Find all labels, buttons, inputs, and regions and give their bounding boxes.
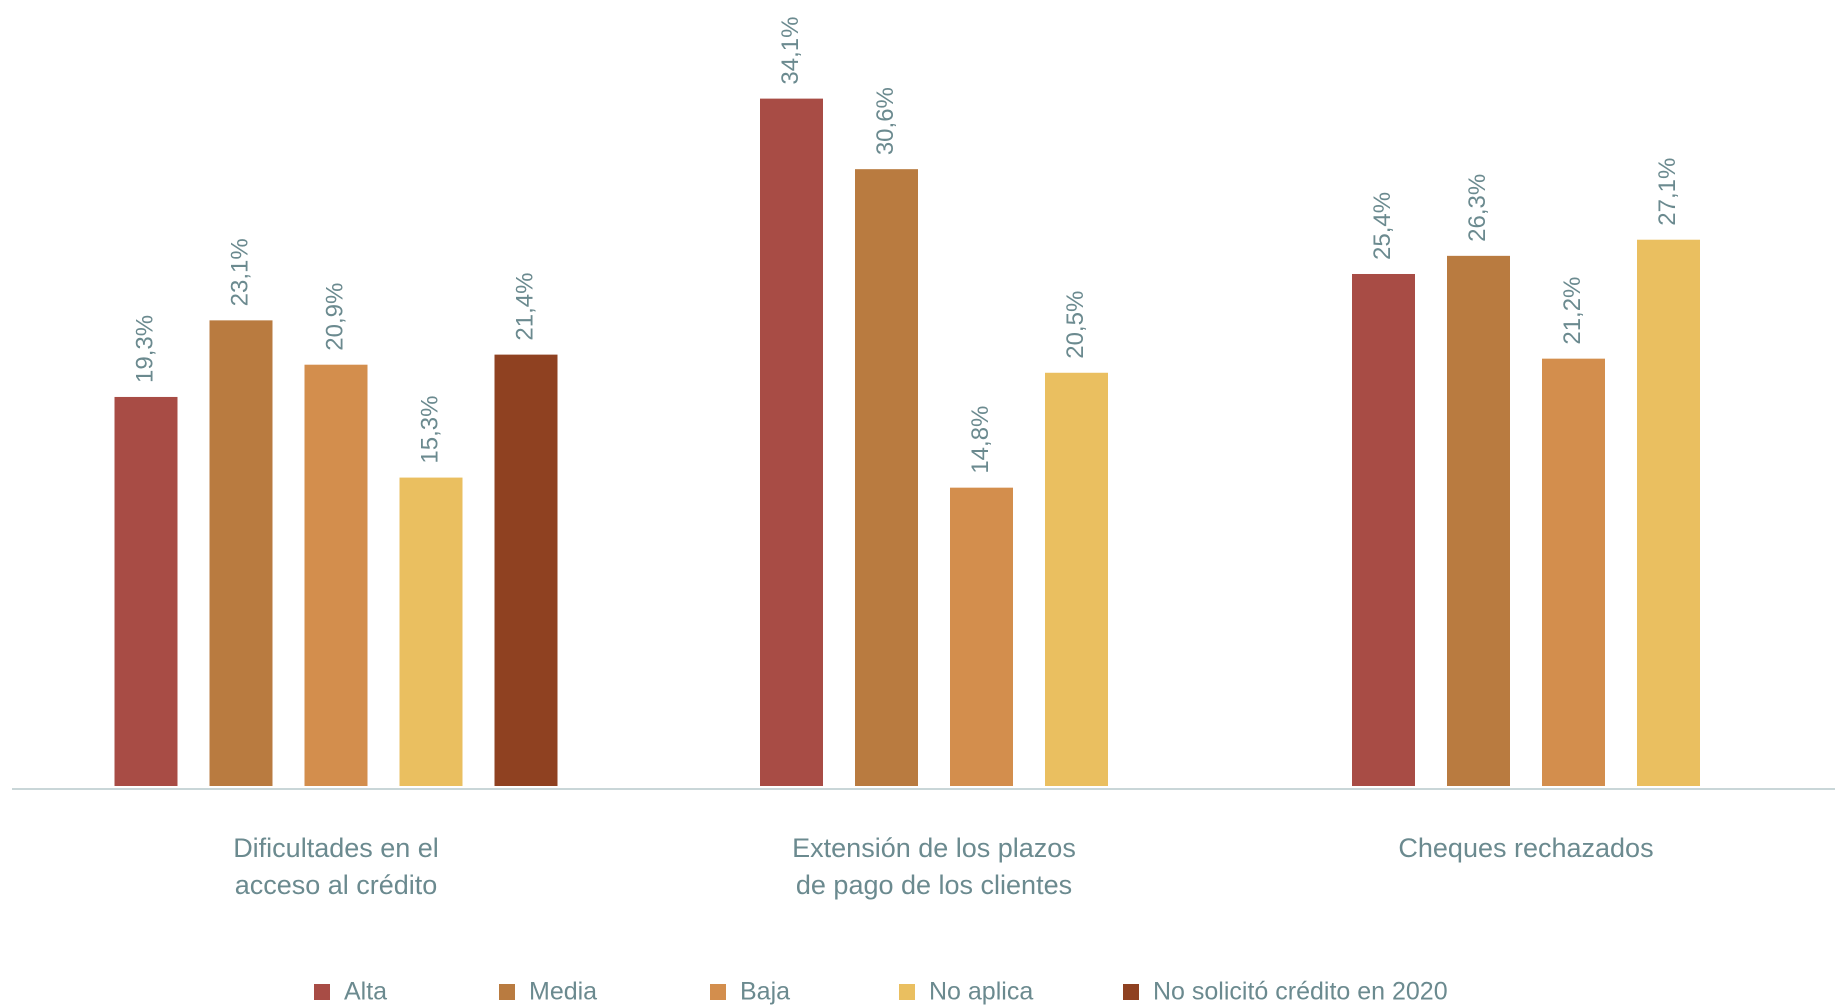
category-label: Dificultades en el acceso al crédito [233,833,439,900]
legend-label: Baja [740,978,790,1006]
bar [760,98,823,787]
bar [209,320,273,786]
bar [1352,273,1415,786]
legend-swatch [499,984,515,1000]
value-label: 23,1% [226,238,253,306]
bar [1637,239,1700,786]
value-label: 15,3% [416,396,443,464]
legend-label: Media [529,978,597,1006]
bar [950,487,1013,786]
bar [494,354,558,786]
value-label: 19,3% [131,315,158,383]
legend-label: No solicitó crédito en 2020 [1153,978,1448,1006]
value-label: 34,1% [777,17,804,85]
category-label: Extensión de los plazos de pago de los c… [792,833,1076,900]
legend-swatch [899,984,915,1000]
value-label: 26,3% [1464,174,1491,242]
value-label: 20,5% [1062,291,1089,359]
legend-swatch [1123,984,1139,1000]
legend-label: No aplica [929,978,1033,1006]
legend-label: Alta [344,978,387,1006]
value-label: 27,1% [1654,158,1681,226]
bar [855,169,918,786]
value-label: 21,4% [511,273,538,341]
value-label: 21,2% [1559,277,1586,345]
value-label: 30,6% [872,87,899,155]
legend-swatch [314,984,330,1000]
legend-swatch [710,984,726,1000]
bar [114,396,178,786]
bar [1542,358,1605,786]
bar [1447,255,1510,787]
bar [1045,372,1108,786]
value-label: 20,9% [321,283,348,351]
value-label: 25,4% [1369,192,1396,260]
bar [399,477,463,786]
category-label: Cheques rechazados [1398,833,1654,863]
bar [304,364,368,786]
value-label: 14,8% [967,406,994,474]
